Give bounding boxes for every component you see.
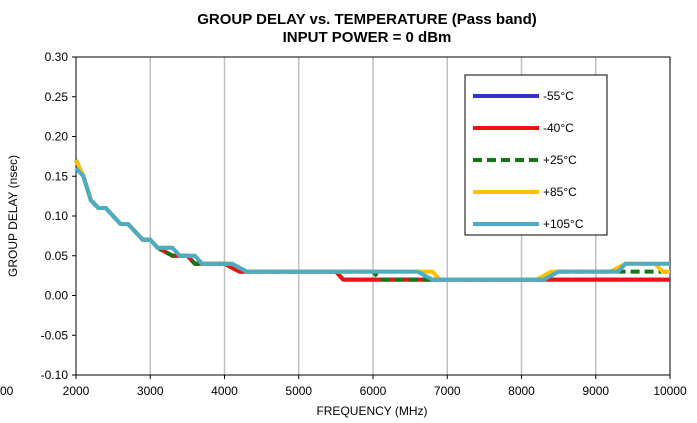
x-tick-label: 3000 — [137, 384, 164, 398]
legend-box — [464, 74, 608, 236]
legend-label: +105°C — [543, 217, 584, 231]
legend-label: +25°C — [543, 153, 577, 167]
y-tick-label: 0.20 — [45, 130, 69, 144]
x-tick-label: 10000 — [653, 384, 687, 398]
x-tick-label: 5000 — [285, 384, 312, 398]
y-tick-label: 0.10 — [45, 209, 69, 223]
legend-label: +85°C — [543, 185, 577, 199]
y-tick-label: 0.05 — [45, 249, 69, 263]
y-tick-label: 0.00 — [45, 289, 69, 303]
x-tick-label: 4000 — [211, 384, 238, 398]
x-tick-label-cut: 00 — [0, 384, 14, 398]
y-axis-label: GROUP DELAY (nsec) — [6, 155, 20, 277]
legend: -55°C -40°C +25°C +85°C +105°C — [464, 74, 608, 236]
legend-label: -55°C — [543, 89, 574, 103]
x-tick-label: 6000 — [360, 384, 387, 398]
y-tick-label: 0.30 — [45, 50, 69, 64]
y-tick-label: -0.05 — [41, 328, 69, 342]
x-tick-label: 2000 — [63, 384, 90, 398]
chart-subtitle: INPUT POWER = 0 dBm — [283, 29, 452, 46]
legend-label: -40°C — [543, 121, 574, 135]
y-tick-label: 0.15 — [45, 169, 69, 183]
y-tick-label: 0.25 — [45, 90, 69, 104]
chart-title: GROUP DELAY vs. TEMPERATURE (Pass band) — [197, 11, 537, 28]
x-tick-label: 7000 — [434, 384, 461, 398]
x-tick-label: 9000 — [582, 384, 609, 398]
series-line-4 — [74, 166, 670, 282]
y-tick-label: -0.10 — [41, 368, 69, 382]
x-axis-label: FREQUENCY (MHz) — [316, 404, 427, 418]
x-tick-label: 8000 — [508, 384, 535, 398]
